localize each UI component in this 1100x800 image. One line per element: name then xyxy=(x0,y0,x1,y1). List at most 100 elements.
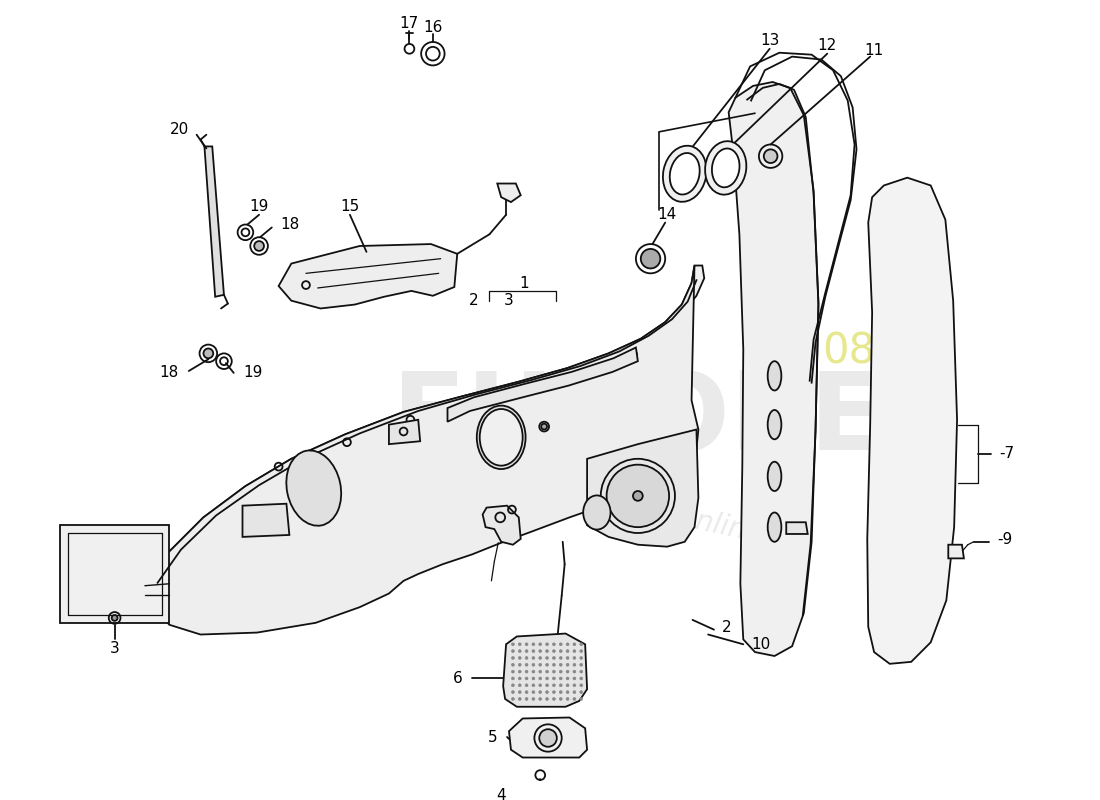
Circle shape xyxy=(573,643,576,646)
Text: 12: 12 xyxy=(817,38,837,54)
Circle shape xyxy=(580,663,583,666)
Circle shape xyxy=(532,663,535,666)
Polygon shape xyxy=(728,82,818,656)
Circle shape xyxy=(580,670,583,673)
Polygon shape xyxy=(503,634,587,706)
Circle shape xyxy=(525,657,528,659)
Circle shape xyxy=(559,657,562,659)
Circle shape xyxy=(518,690,521,694)
Circle shape xyxy=(539,663,541,666)
Circle shape xyxy=(573,690,576,694)
Circle shape xyxy=(532,643,535,646)
Circle shape xyxy=(518,677,521,680)
Text: 3: 3 xyxy=(110,641,120,656)
Circle shape xyxy=(546,684,549,686)
Circle shape xyxy=(580,677,583,680)
Text: 1: 1 xyxy=(520,275,529,290)
Text: 3: 3 xyxy=(504,293,514,308)
Text: 5: 5 xyxy=(487,730,497,745)
Polygon shape xyxy=(389,420,420,444)
Ellipse shape xyxy=(768,361,781,390)
Polygon shape xyxy=(278,244,458,309)
Circle shape xyxy=(566,650,569,653)
Polygon shape xyxy=(242,504,289,537)
Circle shape xyxy=(512,657,515,659)
Circle shape xyxy=(525,690,528,694)
Circle shape xyxy=(546,690,549,694)
Circle shape xyxy=(573,657,576,659)
Circle shape xyxy=(552,657,556,659)
Circle shape xyxy=(532,650,535,653)
Circle shape xyxy=(546,677,549,680)
Ellipse shape xyxy=(712,149,739,187)
Circle shape xyxy=(559,650,562,653)
Circle shape xyxy=(566,677,569,680)
Circle shape xyxy=(573,684,576,686)
Circle shape xyxy=(580,698,583,701)
Polygon shape xyxy=(145,266,704,595)
Circle shape xyxy=(552,670,556,673)
Circle shape xyxy=(539,677,541,680)
Circle shape xyxy=(641,249,660,269)
Text: -7: -7 xyxy=(999,446,1014,462)
Circle shape xyxy=(525,677,528,680)
Polygon shape xyxy=(587,430,698,546)
Text: 18: 18 xyxy=(280,217,300,232)
Circle shape xyxy=(512,684,515,686)
Ellipse shape xyxy=(286,450,341,526)
Circle shape xyxy=(546,698,549,701)
Circle shape xyxy=(566,684,569,686)
Circle shape xyxy=(539,684,541,686)
Ellipse shape xyxy=(768,410,781,439)
Circle shape xyxy=(518,684,521,686)
Text: 10: 10 xyxy=(751,637,770,652)
Circle shape xyxy=(525,698,528,701)
Text: 17: 17 xyxy=(399,16,419,31)
Ellipse shape xyxy=(476,406,526,469)
Polygon shape xyxy=(205,146,224,297)
Polygon shape xyxy=(448,347,638,422)
Circle shape xyxy=(566,670,569,673)
Text: 2: 2 xyxy=(469,293,478,308)
Text: 19: 19 xyxy=(250,199,268,214)
Circle shape xyxy=(573,670,576,673)
Circle shape xyxy=(512,650,515,653)
Text: 19: 19 xyxy=(243,366,263,381)
Circle shape xyxy=(573,677,576,680)
Circle shape xyxy=(559,677,562,680)
Text: 16: 16 xyxy=(424,20,442,35)
Circle shape xyxy=(573,698,576,701)
Circle shape xyxy=(525,684,528,686)
Circle shape xyxy=(532,670,535,673)
Circle shape xyxy=(559,643,562,646)
Circle shape xyxy=(541,424,547,430)
Circle shape xyxy=(539,690,541,694)
Circle shape xyxy=(525,663,528,666)
Circle shape xyxy=(532,698,535,701)
Text: 4: 4 xyxy=(496,788,506,800)
Circle shape xyxy=(525,650,528,653)
Circle shape xyxy=(552,698,556,701)
Polygon shape xyxy=(483,506,520,545)
Circle shape xyxy=(518,698,521,701)
Circle shape xyxy=(552,663,556,666)
Polygon shape xyxy=(497,183,520,202)
Text: 2: 2 xyxy=(722,620,732,635)
Circle shape xyxy=(539,643,541,646)
Circle shape xyxy=(204,349,213,358)
Circle shape xyxy=(559,663,562,666)
Text: 085: 085 xyxy=(823,330,902,373)
Circle shape xyxy=(552,690,556,694)
Circle shape xyxy=(546,643,549,646)
Circle shape xyxy=(518,670,521,673)
Circle shape xyxy=(566,663,569,666)
Text: 18: 18 xyxy=(160,366,179,381)
Circle shape xyxy=(559,684,562,686)
Circle shape xyxy=(512,677,515,680)
Circle shape xyxy=(532,690,535,694)
Text: 14: 14 xyxy=(658,207,676,222)
Circle shape xyxy=(512,670,515,673)
Polygon shape xyxy=(60,525,169,623)
Circle shape xyxy=(552,643,556,646)
Circle shape xyxy=(559,670,562,673)
